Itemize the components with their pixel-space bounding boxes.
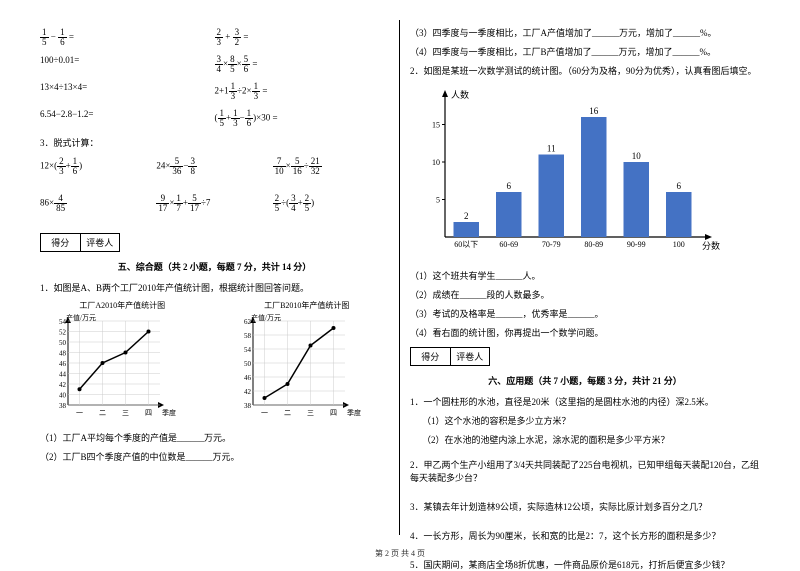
svg-text:50: 50 [59,339,67,347]
bar-sub2: （2）成绩在______段的人数最多。 [410,288,760,301]
expr: 917×17+517÷7 [156,194,272,213]
left-column: 15 − 16 = 23 + 32 = 100÷0.01= 34×85×56 =… [30,20,400,535]
svg-text:10: 10 [632,151,642,161]
svg-text:90-99: 90-99 [627,240,646,249]
q6-1b: （2）在水池的池壁内涂上水泥，涂水泥的面积是多少平方米？ [410,433,760,446]
svg-text:16: 16 [589,106,599,116]
expr: 100÷0.01= [40,55,215,74]
score-box: 得分 评卷人 [40,233,120,252]
chart-a-wrap: 工厂A2010年产值统计图 384042444648505254一二三四产值/万… [40,300,205,425]
svg-text:52: 52 [59,329,67,337]
q6-4: 4．一长方形，周长为90厘米，长和宽的比是2：7，这个长方形的面积是多少？ [410,529,760,542]
q5-2: 2．如图是某班一次数学测试的统计图。（60分为及格，90分为优秀），认真看图后填… [410,64,760,77]
section-5-title: 五、综合题（共 2 小题，每题 7 分，共计 14 分） [40,260,389,273]
svg-text:季度: 季度 [162,408,176,417]
svg-text:二: 二 [284,409,291,417]
expr: 2+113÷2×13 = [215,82,390,101]
svg-text:60-69: 60-69 [499,240,518,249]
expr: 6.54−2.8−1.2= [40,109,215,128]
svg-text:40: 40 [59,392,67,400]
score-label: 得分 [411,348,451,365]
score-box: 得分 评卷人 [410,347,490,366]
q6-2: 2．甲乙两个生产小组用了3/4天共同装配了225台电视机，已知甲组每天装配120… [410,458,760,484]
section-6-title: 六、应用题（共 7 小题，每题 3 分，共计 21 分） [410,374,760,387]
eq-row: 15 − 16 = 23 + 32 = [40,28,389,47]
q6-3: 3．某镇去年计划造林9公顷，实际造林12公顷，实际比原计划多百分之几？ [410,500,760,513]
expr: 24×536−38 [156,157,272,176]
svg-text:48: 48 [59,350,67,358]
q6-1a: （1）这个水池的容积是多少立方米？ [410,414,760,427]
svg-text:一: 一 [76,409,83,417]
svg-text:三: 三 [307,409,314,417]
svg-text:一: 一 [261,409,268,417]
svg-text:2: 2 [464,211,469,221]
expr: 13×4÷13×4= [40,82,215,101]
p3-title: 3．脱式计算： [40,136,389,149]
svg-text:产值/万元: 产值/万元 [251,313,281,322]
svg-text:38: 38 [59,402,67,410]
svg-text:44: 44 [59,371,67,379]
expr: 15 − 16 = [40,28,215,47]
chart-a: 384042444648505254一二三四产值/万元季度 [40,313,180,423]
bar-chart: 人数分数 5 10 15 2 60以下 6 60-69 11 70-79 16 80-89 10 90-9… [410,87,730,257]
bar-sub1: （1）这个班共有学生______人。 [410,269,760,282]
svg-text:三: 三 [122,409,129,417]
svg-text:60以下: 60以下 [454,240,478,249]
q5-1: 1．如图是A、B两个工厂2010年产值统计图，根据统计图回答问题。 [40,281,389,294]
score-label: 得分 [41,234,81,251]
expr: 12×(23+16) [40,157,156,176]
expr: 710×516÷2132 [273,157,389,176]
expr: 25÷(34+25) [273,194,389,213]
svg-text:分数: 分数 [702,240,720,251]
q5-1-2: （2）工厂B四个季度产值的中位数是______万元。 [40,450,389,463]
grader-label: 评卷人 [81,234,120,251]
svg-text:58: 58 [244,332,252,340]
chart-a-title: 工厂A2010年产值统计图 [40,300,205,311]
svg-text:100: 100 [673,240,685,249]
svg-text:二: 二 [99,409,106,417]
svg-text:70-79: 70-79 [542,240,561,249]
q5-1-4: （4）四季度与一季度相比，工厂B产值增加了______万元，增加了______%… [410,45,760,58]
svg-text:人数: 人数 [451,89,469,100]
expr: 23 + 32 = [215,28,390,47]
bar-sub3: （3）考试的及格率是______，优秀率是______。 [410,307,760,320]
svg-text:6: 6 [507,181,512,191]
svg-text:四: 四 [330,409,337,417]
eq-row: 100÷0.01= 34×85×56 = [40,55,389,74]
q5-1-1: （1）工厂A平均每个季度的产值是______万元。 [40,431,389,444]
expr: (15+13−16)×30 = [215,109,390,128]
eq-row: 12×(23+16) 24×536−38 710×516÷2132 [40,157,389,176]
svg-text:季度: 季度 [347,408,361,417]
svg-text:11: 11 [547,144,556,154]
svg-text:15: 15 [432,121,440,130]
chart-b-wrap: 工厂B2010年产值统计图 38424650545862一二三四产值/万元季度 [225,300,390,425]
q5-1-3: （3）四季度与一季度相比，工厂A产值增加了______万元，增加了______%… [410,26,760,39]
svg-text:42: 42 [59,381,67,389]
right-column: （3）四季度与一季度相比，工厂A产值增加了______万元，增加了______%… [400,20,770,535]
expr: 34×85×56 = [215,55,390,74]
svg-text:10: 10 [432,158,440,167]
chart-b: 38424650545862一二三四产值/万元季度 [225,313,365,423]
page-footer: 第 2 页 共 4 页 [0,548,800,559]
svg-text:产值/万元: 产值/万元 [66,313,96,322]
q6-1: 1．一个圆柱形的水池，直径是20米（这里指的是圆柱水池的内径）深2.5米。 [410,395,760,408]
svg-text:6: 6 [677,181,682,191]
bar-sub4: （4）看右面的统计图，你再提出一个数学问题。 [410,326,760,339]
svg-text:5: 5 [436,196,440,205]
svg-text:80-89: 80-89 [584,240,603,249]
svg-text:46: 46 [59,360,67,368]
svg-text:四: 四 [145,409,152,417]
eq-row: 13×4÷13×4= 2+113÷2×13 = [40,82,389,101]
eq-row: 86×485 917×17+517÷7 25÷(34+25) [40,194,389,213]
svg-text:42: 42 [244,388,252,396]
grader-label: 评卷人 [451,348,490,365]
chart-b-title: 工厂B2010年产值统计图 [225,300,390,311]
svg-text:46: 46 [244,374,252,382]
charts-row: 工厂A2010年产值统计图 38 40 42 44 46 48 50 52 54 一 二 三 四 产值/万… [40,300,389,425]
expr: 86×485 [40,194,156,213]
svg-text:50: 50 [244,360,252,368]
svg-text:54: 54 [244,346,252,354]
svg-text:38: 38 [244,402,252,410]
eq-row: 6.54−2.8−1.2= (15+13−16)×30 = [40,109,389,128]
